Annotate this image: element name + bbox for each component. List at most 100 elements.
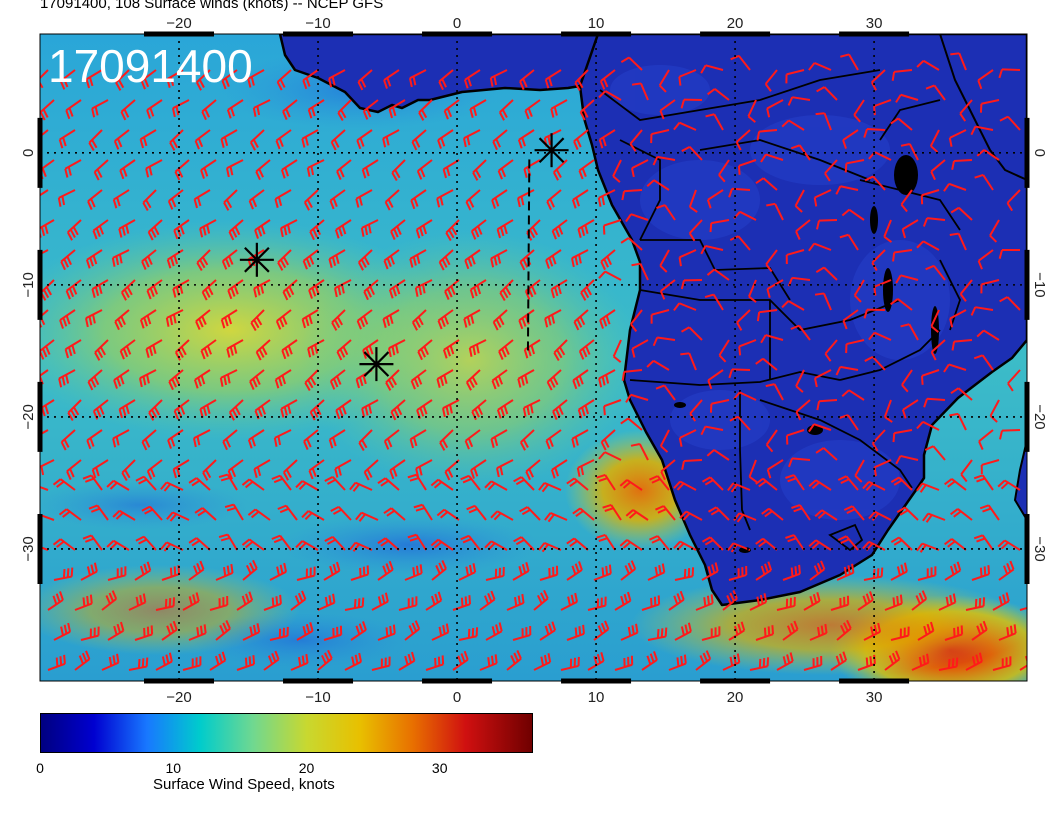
wind-barb [706, 268, 730, 281]
wind-barb [263, 650, 280, 671]
wind-barb [361, 159, 379, 179]
wind-barb [65, 99, 82, 120]
wind-barb [188, 537, 211, 551]
wind-barb [992, 592, 1010, 611]
wind-barb [40, 339, 55, 360]
colorbar-label: Surface Wind Speed, knots [153, 776, 335, 793]
wind-barb [701, 626, 721, 641]
wind-barb [813, 369, 832, 388]
wind-barb [973, 534, 994, 551]
lat-labels-left: 0 −10 −20 −30 [20, 149, 37, 562]
wind-barb [513, 476, 535, 491]
wind-barb [384, 189, 400, 211]
wind-barb [281, 339, 298, 360]
wind-barb [407, 473, 427, 491]
wind-barb [614, 591, 632, 611]
wind-barb [794, 189, 805, 213]
wind-barb [209, 651, 227, 671]
wind-barb [277, 504, 298, 521]
wind-barb [188, 560, 205, 581]
wind-barb [218, 473, 238, 491]
wind-barb [363, 279, 379, 301]
lon-tick-label: 0 [453, 15, 461, 32]
wind-barb [498, 99, 514, 121]
wind-barb [602, 219, 622, 235]
wind-barb [80, 626, 100, 641]
wind-barb [620, 237, 643, 251]
wind-barb [357, 249, 373, 271]
wind-barb [965, 652, 983, 671]
wind-barb [383, 249, 400, 270]
wind-barb [425, 655, 445, 671]
wind-barb [328, 249, 346, 268]
storm-marker [359, 347, 394, 382]
wind-barb [470, 219, 487, 240]
wind-barb [533, 589, 549, 611]
wind-barb [194, 507, 217, 521]
wind-barb [916, 59, 940, 71]
wind-barb [842, 309, 859, 330]
wind-barb [390, 399, 406, 421]
wind-barb [785, 429, 805, 445]
wind-barb [57, 189, 76, 207]
wind-barb [566, 561, 583, 581]
wind-barb [460, 474, 481, 491]
wind-barb [404, 564, 423, 581]
wind-barb [891, 69, 913, 81]
wind-barb [166, 511, 190, 522]
wind-barb [766, 202, 784, 221]
wind-barb [598, 451, 622, 461]
wind-barb [959, 99, 973, 122]
wind-barb [146, 459, 163, 480]
wind-barb [950, 206, 973, 221]
wind-barb [997, 539, 1021, 551]
wind-barb [466, 504, 487, 521]
wind-barb [578, 339, 595, 360]
wind-barb [303, 189, 319, 211]
wind-barb [706, 449, 730, 461]
wind-barb [119, 339, 136, 360]
wind-barb [512, 626, 532, 641]
wind-barb [920, 189, 940, 205]
wind-barb [577, 399, 595, 419]
wind-barb [620, 623, 639, 641]
wind-barb [816, 399, 838, 411]
wind-barb [781, 300, 805, 311]
wind-barb [324, 535, 346, 551]
wind-barb [114, 309, 130, 331]
wind-barb [870, 69, 886, 91]
wind-barb [668, 654, 687, 671]
wind-barb [795, 399, 811, 421]
wind-barb [571, 189, 589, 209]
wind-barb [199, 219, 217, 238]
wind-barb [573, 309, 589, 331]
wind-barb [572, 507, 595, 521]
wind-barb [220, 129, 238, 148]
wind-barb [350, 621, 367, 641]
storm-marker [239, 242, 274, 277]
wind-barb [992, 656, 1012, 671]
wind-barb [302, 249, 319, 270]
wind-barb [890, 117, 913, 131]
wind-barb [309, 219, 325, 241]
wind-barb [120, 279, 136, 301]
wind-barb [241, 538, 265, 551]
frame-ticks [37, 31, 1030, 684]
wind-barb [843, 505, 865, 521]
wind-barb [815, 112, 832, 131]
wind-barb [730, 54, 751, 71]
wind-barb [490, 249, 508, 268]
wind-barb [134, 625, 154, 641]
wind-barb [174, 159, 190, 181]
wind-barb [765, 383, 784, 401]
lat-tick-label: −10 [20, 272, 37, 297]
wind-barb [219, 369, 238, 387]
wind-barb [764, 69, 778, 92]
wind-barb [460, 534, 481, 551]
wind-barb [647, 563, 666, 581]
wind-barb [227, 279, 244, 300]
calm-patch-2 [40, 480, 250, 530]
wind-barb [167, 189, 184, 210]
lat-tick-label: 0 [1031, 149, 1048, 157]
